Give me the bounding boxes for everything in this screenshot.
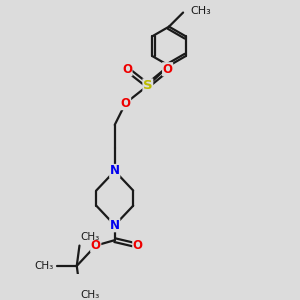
Text: S: S — [143, 79, 153, 92]
Text: N: N — [110, 164, 120, 178]
Text: CH₃: CH₃ — [191, 6, 212, 16]
Text: O: O — [91, 239, 101, 252]
Text: O: O — [122, 63, 132, 76]
Text: O: O — [133, 239, 143, 252]
Text: CH₃: CH₃ — [81, 232, 100, 242]
Text: N: N — [110, 219, 120, 232]
Text: CH₃: CH₃ — [81, 290, 100, 299]
Text: O: O — [163, 63, 172, 76]
Text: O: O — [121, 97, 130, 110]
Text: CH₃: CH₃ — [34, 261, 53, 271]
